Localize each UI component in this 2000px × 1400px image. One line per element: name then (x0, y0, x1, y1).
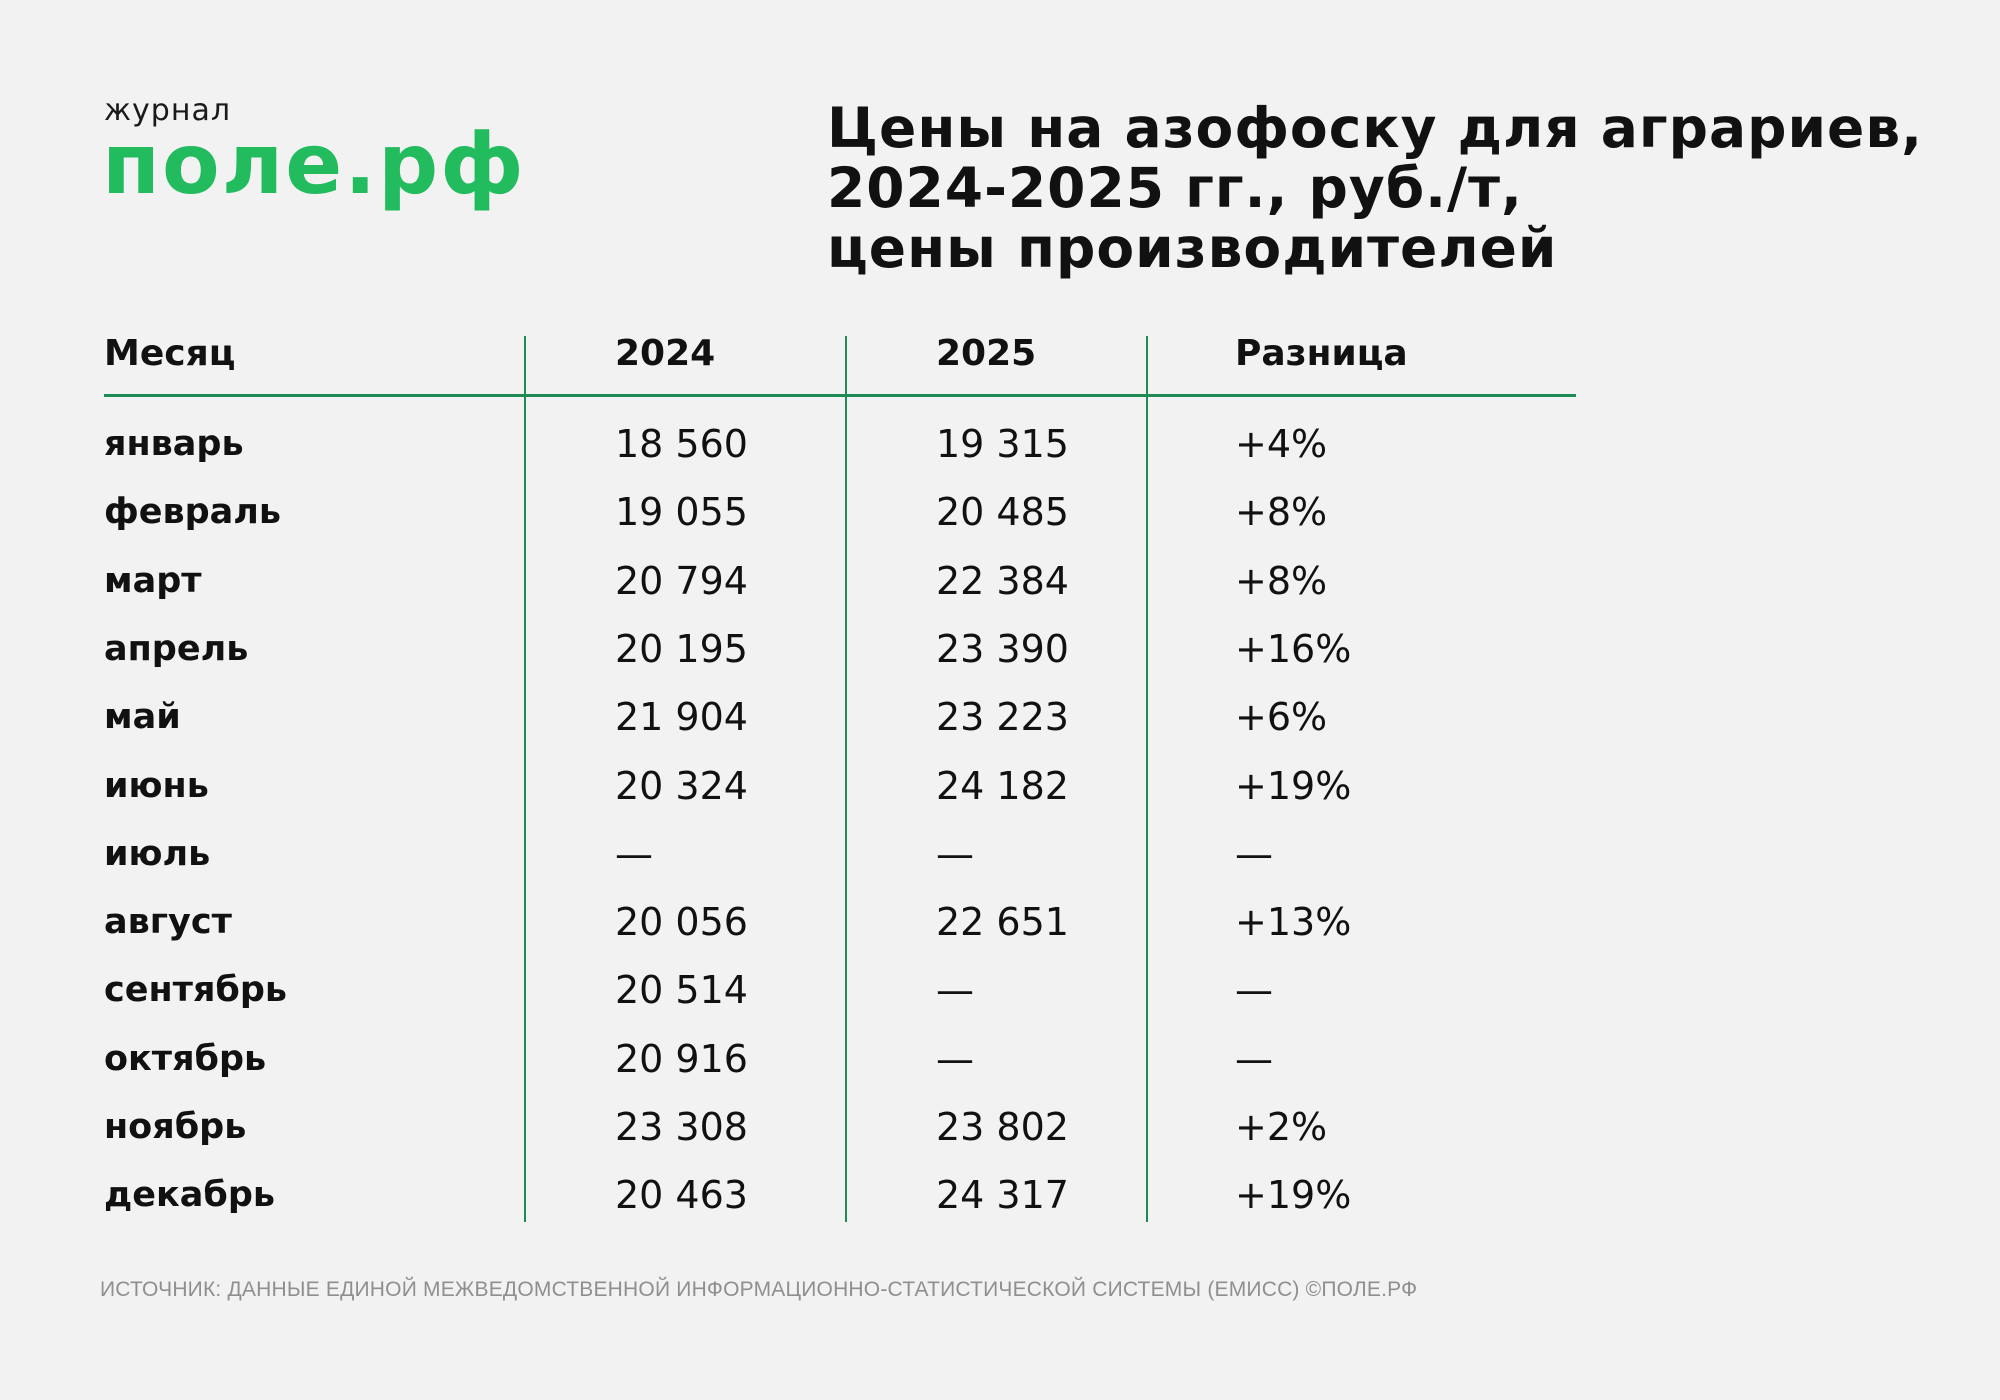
column-divider (845, 336, 847, 1222)
logo-brand-name: поле.рф (102, 115, 526, 213)
month-cell: июль (104, 833, 211, 874)
value-2024-cell: 20 916 (615, 1036, 748, 1081)
month-cell: июнь (104, 765, 209, 806)
value-2025-cell: 23 223 (936, 695, 1069, 740)
value-2024-cell: 18 560 (615, 422, 748, 466)
value-2025-cell: 23 390 (936, 626, 1069, 671)
value-2025-cell: — (936, 1036, 974, 1081)
value-2024-cell: 20 324 (615, 763, 748, 808)
table-row: июнь 20 324 24 182 +19% (104, 764, 1576, 832)
value-2024-cell: 19 055 (615, 490, 748, 535)
logo-journal-label: журнал (104, 93, 231, 128)
table-row: ноябрь 23 308 23 802 +2% (104, 1105, 1576, 1173)
month-cell: октябрь (104, 1038, 267, 1079)
price-table: Месяц 2024 2025 Разница январь 18 560 19 3… (104, 336, 1576, 1222)
difference-cell: — (1235, 1036, 1273, 1081)
table-row: апрель 20 195 23 390 +16% (104, 627, 1576, 695)
header-2024: 2024 (615, 333, 716, 374)
value-2025-cell: 23 802 (936, 1105, 1069, 1149)
value-2025-cell: — (936, 968, 974, 1013)
table-row: февраль 19 055 20 485 +8% (104, 490, 1576, 558)
value-2024-cell: 20 195 (615, 626, 748, 671)
month-cell: февраль (104, 492, 282, 533)
month-cell: декабрь (104, 1175, 276, 1216)
difference-cell: — (1235, 831, 1273, 876)
title-line-1: Цены на азофоску для аграриев, (827, 96, 1924, 160)
difference-cell: +6% (1235, 695, 1328, 740)
value-2025-cell: 20 485 (936, 490, 1069, 535)
difference-cell: +13% (1235, 900, 1352, 945)
month-cell: май (104, 697, 181, 738)
table-row: март 20 794 22 384 +8% (104, 559, 1576, 627)
value-2025-cell: — (936, 831, 974, 876)
header-2025: 2025 (936, 333, 1037, 374)
header-difference: Разница (1235, 333, 1408, 374)
source-note: ИСТОЧНИК: ДАННЫЕ ЕДИНОЙ МЕЖВЕДОМСТВЕННОЙ… (100, 1278, 1418, 1301)
value-2024-cell: — (615, 831, 653, 876)
table-row: октябрь 20 916 — — (104, 1037, 1576, 1105)
value-2025-cell: 22 651 (936, 900, 1069, 945)
value-2024-cell: 20 056 (615, 900, 748, 945)
table-row: январь 18 560 19 315 +4% (104, 422, 1576, 490)
table-row: июль — — — (104, 832, 1576, 900)
value-2024-cell: 20 794 (615, 558, 748, 603)
value-2024-cell: 21 904 (615, 695, 748, 740)
header-divider (104, 394, 1576, 397)
table-row: сентябрь 20 514 — — (104, 968, 1576, 1036)
title-line-2: 2024-2025 гг., руб./т, (827, 156, 1523, 220)
value-2025-cell: 24 317 (936, 1173, 1069, 1218)
difference-cell: +4% (1235, 422, 1328, 466)
column-divider (1146, 336, 1148, 1222)
month-cell: август (104, 902, 232, 943)
value-2025-cell: 22 384 (936, 558, 1069, 603)
table-row: декабрь 20 463 24 317 +19% (104, 1173, 1576, 1241)
value-2025-cell: 24 182 (936, 763, 1069, 808)
table-row: август 20 056 22 651 +13% (104, 900, 1576, 968)
difference-cell: +2% (1235, 1105, 1328, 1149)
column-divider (524, 336, 526, 1222)
difference-cell: +19% (1235, 1173, 1352, 1218)
difference-cell: +8% (1235, 558, 1328, 603)
value-2025-cell: 19 315 (936, 422, 1069, 466)
difference-cell: +16% (1235, 626, 1352, 671)
difference-cell: +8% (1235, 490, 1328, 535)
value-2024-cell: 20 514 (615, 968, 748, 1013)
page-title: Цены на азофоску для аграриев, 2024-2025… (827, 98, 1977, 278)
month-cell: январь (104, 424, 244, 464)
difference-cell: — (1235, 968, 1273, 1013)
title-line-3: цены производителей (827, 216, 1558, 280)
month-cell: сентябрь (104, 970, 288, 1011)
value-2024-cell: 20 463 (615, 1173, 748, 1218)
header-month: Месяц (104, 333, 236, 374)
month-cell: апрель (104, 628, 249, 669)
value-2024-cell: 23 308 (615, 1105, 748, 1149)
difference-cell: +19% (1235, 763, 1352, 808)
month-cell: ноябрь (104, 1107, 247, 1147)
month-cell: март (104, 560, 202, 601)
table-row: май 21 904 23 223 +6% (104, 695, 1576, 763)
